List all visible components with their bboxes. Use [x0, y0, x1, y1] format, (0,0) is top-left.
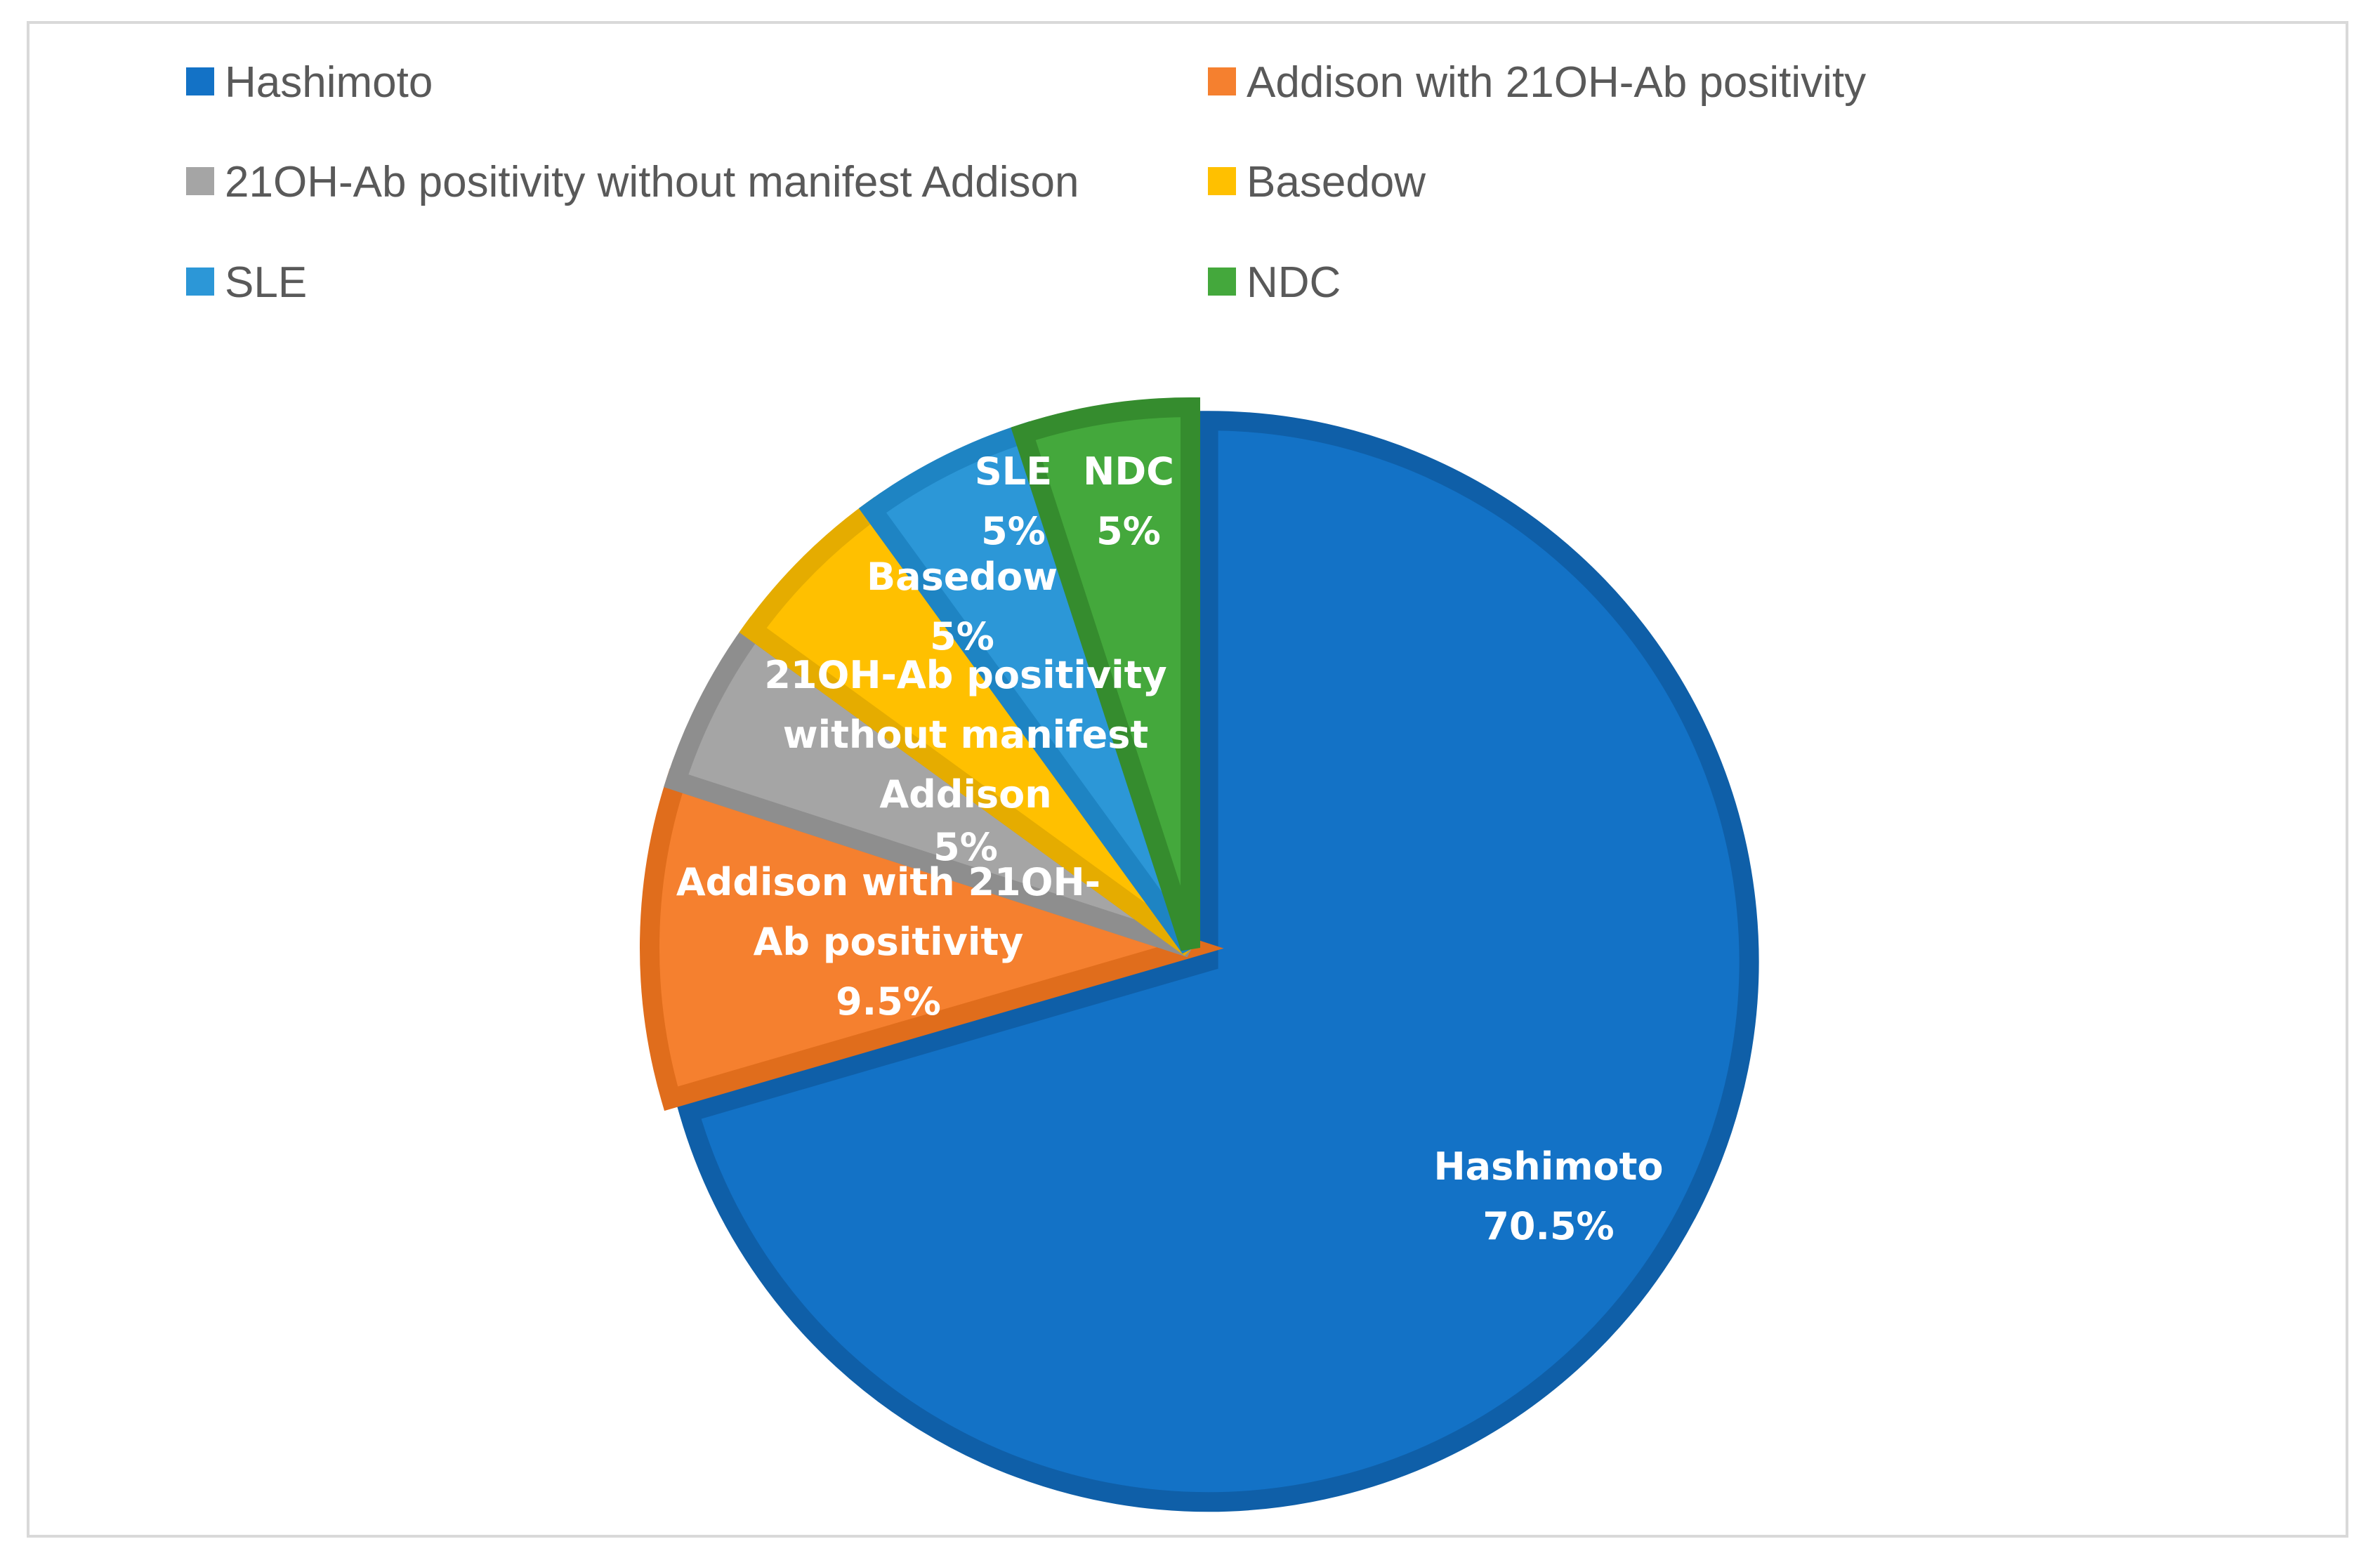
data-label-21oh-ab-positivity-without-manifest-addison-name-line-1: 21OH-Ab positivity [764, 653, 1166, 697]
data-label-basedow-name: Basedow [867, 555, 1058, 599]
legend-swatch-sle [186, 268, 214, 296]
legend-label-sle: SLE [225, 258, 307, 307]
data-label-hashimoto-name: Hashimoto [1433, 1144, 1663, 1189]
pie-slice-ndc [1011, 397, 1200, 951]
legend-swatch-21oh-ab-positivity-without-manifest-addison [186, 167, 214, 195]
data-label-ndc-value: 5% [1096, 509, 1161, 553]
legend-label-hashimoto: Hashimoto [225, 58, 433, 107]
data-label-addison-with-21oh-ab-positivity-value: 9.5% [836, 979, 941, 1024]
legend-swatch-ndc [1208, 268, 1236, 296]
data-label-basedow-value: 5% [930, 614, 994, 659]
data-label-21oh-ab-positivity-without-manifest-addison-name-line-3: Addison [879, 772, 1051, 817]
data-label-21oh-ab-positivity-without-manifest-addison-name-line-2: without manifest [783, 713, 1149, 757]
legend-swatch-addison-with-21oh-ab-positivity [1208, 67, 1236, 95]
pie-slice-hashimoto [676, 411, 1759, 1512]
data-label-sle-name: SLE [975, 449, 1052, 494]
legend-label-ndc: NDC [1247, 258, 1341, 307]
legend-swatch-hashimoto [186, 67, 214, 95]
pie-slice-addison-with-21oh-ab-positivity [640, 768, 1224, 1111]
legend-label-21oh-ab-positivity-without-manifest-addison: 21OH-Ab positivity without manifest Addi… [225, 158, 1079, 206]
data-label-sle-value: 5% [981, 509, 1046, 553]
data-label-addison-with-21oh-ab-positivity-name-line-2: Ab positivity [754, 920, 1024, 964]
data-label-hashimoto-value: 70.5% [1482, 1204, 1614, 1248]
legend: Hashimoto Addison with 21OH-Ab positivity… [186, 58, 1866, 307]
legend-label-addison-with-21oh-ab-positivity: Addison with 21OH-Ab positivity [1247, 58, 1866, 107]
data-label-21oh-ab-positivity-without-manifest-addison-value: 5% [933, 825, 998, 869]
data-labels: Hashimoto 70.5% Addison with 21OH- Ab posit… [676, 449, 1664, 1248]
data-label-ndc-name: NDC [1083, 449, 1174, 494]
legend-swatch-basedow [1208, 167, 1236, 195]
pie-slices [640, 397, 1759, 1512]
data-label-addison-with-21oh-ab-positivity-name-line-1: Addison with 21OH- [676, 860, 1100, 904]
legend-label-basedow: Basedow [1247, 158, 1426, 206]
